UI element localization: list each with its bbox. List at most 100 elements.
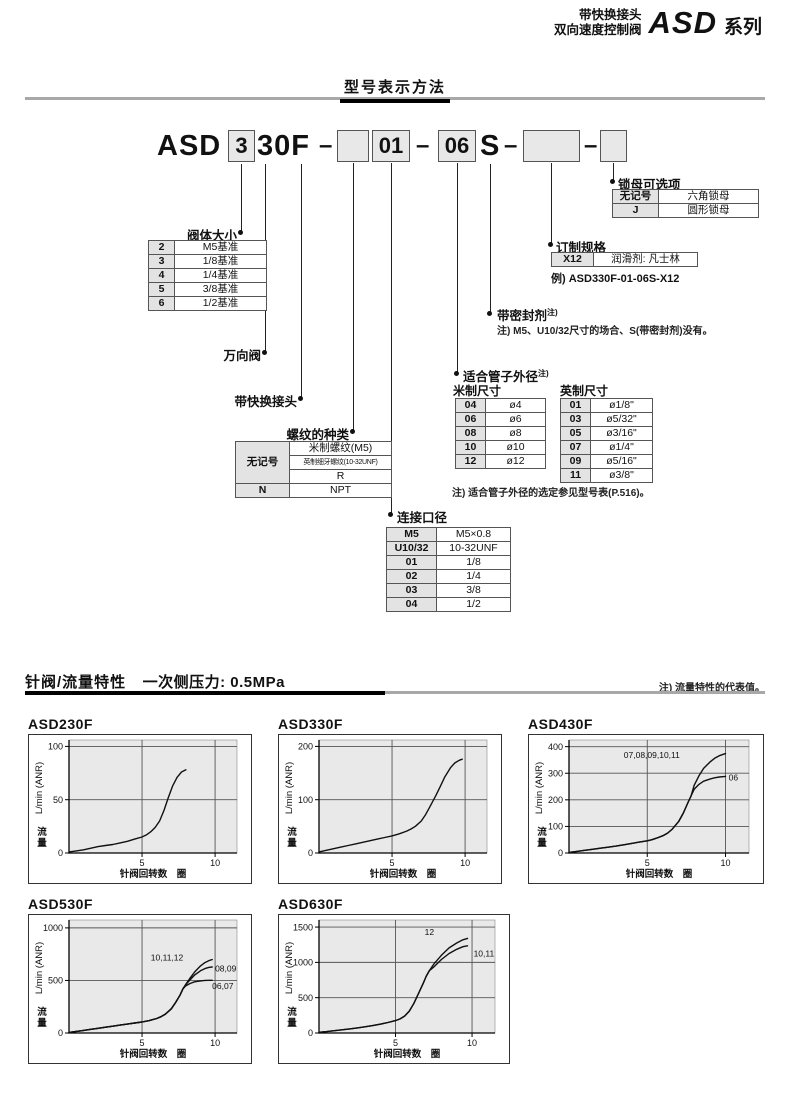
flow-chart-svg: 0 100 200 300 400 5 10 07,08,09,10,11 06 L/min (A…: [534, 739, 750, 880]
table-key-cell: 06: [455, 412, 486, 427]
table-key-cell: 03: [386, 583, 437, 598]
table-value-cell: ø10: [485, 440, 546, 455]
table-row: 6 1/2基准: [148, 296, 267, 311]
svg-text:100: 100: [548, 822, 563, 832]
flow-section-subtitle: 一次侧压力: 0.5MPa: [142, 674, 285, 691]
svg-text:0: 0: [558, 848, 563, 858]
table-value-cell: NPT: [289, 483, 392, 498]
model-code-sealant: S: [480, 130, 501, 162]
table-key-cell: 4: [148, 268, 175, 283]
table-value-cell: 1/2: [436, 597, 511, 612]
table-value-cell: 1/4: [436, 569, 511, 584]
svg-text:5: 5: [390, 858, 395, 868]
table-row: 10 ø10: [455, 440, 546, 455]
svg-text:400: 400: [548, 742, 563, 752]
connector-line: [613, 163, 615, 182]
svg-text:08,09: 08,09: [215, 964, 237, 974]
svg-text:流: 流: [37, 826, 47, 838]
model-code-box-locknut: [600, 130, 627, 162]
connector-dot: [487, 311, 492, 316]
table-value-cell: ø6: [485, 412, 546, 427]
flow-chart-svg: 0 500 1000 5 10 10,11,12 08,09 06,07 L/min (ANR)…: [34, 919, 238, 1060]
table-row: 英制细牙螺纹(10-32UNF): [236, 455, 392, 470]
svg-text:500: 500: [48, 976, 63, 986]
table-key-cell: 01: [560, 398, 591, 413]
table-row: 07 ø1/4": [560, 440, 653, 455]
model-code-body: 30F: [257, 130, 310, 162]
svg-text:量: 量: [287, 837, 297, 849]
table-row: 01 ø1/8": [560, 398, 653, 413]
table-row: 03 ø5/32": [560, 412, 653, 427]
table-key-cell: 11: [560, 468, 591, 483]
table-value-cell: R: [289, 469, 392, 484]
svg-text:10: 10: [210, 858, 220, 868]
table-value-cell: ø3/16": [590, 426, 653, 441]
table-value-cell: 1/8: [436, 555, 511, 570]
svg-text:200: 200: [298, 742, 313, 752]
table-row: 03 3/8: [386, 583, 511, 598]
model-code-prefix: ASD: [157, 130, 222, 162]
connector-dot: [548, 242, 553, 247]
table-value-cell: 3/8基准: [174, 282, 267, 297]
table-row: 04 ø4: [455, 398, 546, 413]
table-value-cell: 圆形锁母: [658, 203, 759, 218]
svg-text:12: 12: [425, 927, 435, 937]
quick-fitting-label: 带快换接头: [234, 395, 297, 409]
table-row: 02 1/4: [386, 569, 511, 584]
model-section-title: 型号表示方法: [339, 76, 450, 103]
table-row: 5 3/8基准: [148, 282, 267, 297]
table-row: 04 1/2: [386, 597, 511, 612]
sealant-note: 注) M5、U10/32尺寸的场合、S(带密封剂)没有。: [497, 326, 713, 337]
tube-od-metric-label: 米制尺寸: [453, 384, 502, 398]
table-key-cell: 08: [455, 426, 486, 441]
chart-plot: 0 500 1000 1500 5 10 12 10,11 L/min (ANR) 流量针阀回转数…: [278, 914, 510, 1064]
model-code-box-size: 3: [228, 130, 255, 162]
flow-chart-svg: 0 500 1000 1500 5 10 12 10,11 L/min (ANR) 流量针阀回转数…: [284, 919, 496, 1060]
made-to-order-label: 订制规格: [556, 241, 607, 255]
table-key-cell: N: [235, 483, 290, 498]
table-key-cell: 10: [455, 440, 486, 455]
svg-text:0: 0: [58, 1028, 63, 1038]
svg-text:针阀回转数 圈: 针阀回转数 圈: [120, 868, 187, 880]
table-value-cell: ø4: [485, 398, 546, 413]
table-value-cell: ø5/16": [590, 454, 653, 469]
table-value-cell: 10-32UNF: [436, 541, 511, 556]
chart-card-asd430f: ASD430F 0 100 200 300 400 5 10 07,08,09,10,11 06…: [528, 716, 764, 884]
svg-text:200: 200: [548, 795, 563, 805]
svg-text:L/min (ANR): L/min (ANR): [534, 762, 545, 814]
table-key-cell: 6: [148, 296, 175, 311]
table-value-cell: M5基准: [174, 240, 267, 255]
model-code-box-port: 01: [372, 130, 410, 162]
connector-line: [490, 164, 492, 314]
model-code-box-thread: [337, 130, 369, 162]
chart-card-asd630f: ASD630F 0 500 1000 1500 5 10 12 10,11 L/min (ANR…: [278, 896, 510, 1064]
table-value-cell: 1/4基准: [174, 268, 267, 283]
svg-text:1500: 1500: [293, 922, 313, 932]
chart-plot: 0 500 1000 5 10 10,11,12 08,09 06,07 L/min (ANR)…: [28, 914, 252, 1064]
thread-type-label: 螺纹的种类: [286, 428, 349, 442]
connector-line: [241, 164, 243, 233]
model-code-box-mto: [523, 130, 580, 162]
svg-text:500: 500: [298, 993, 313, 1003]
table-value-cell: 英制细牙螺纹(10-32UNF): [289, 455, 392, 470]
svg-text:5: 5: [140, 1038, 145, 1048]
table-key-cell: 无记号: [235, 441, 290, 484]
flow-section-rule-gray: [385, 691, 765, 694]
chart-title: ASD530F: [28, 896, 93, 912]
locknut-table: 无记号 六角锁母 J 圆形锁母: [612, 189, 759, 218]
table-value-cell: ø5/32": [590, 412, 653, 427]
svg-text:L/min (ANR): L/min (ANR): [284, 942, 295, 994]
svg-text:300: 300: [548, 768, 563, 778]
connector-line: [551, 163, 553, 245]
port-size-label: 连接口径: [397, 511, 448, 525]
made-to-order-table: X12 润滑剂: 凡士林: [551, 252, 698, 267]
svg-text:10,11,12: 10,11,12: [151, 952, 184, 962]
chart-card-asd530f: ASD530F 0 500 1000 5 10 10,11,12 08,09 06,07 L/m…: [28, 896, 252, 1064]
svg-text:10,11: 10,11: [474, 949, 495, 959]
series-label: 系列: [723, 16, 762, 38]
table-key-cell: 3: [148, 254, 175, 269]
flow-section-header: 针阀/流量特性 一次侧压力: 0.5MPa: [25, 671, 285, 692]
svg-text:06: 06: [729, 773, 739, 783]
